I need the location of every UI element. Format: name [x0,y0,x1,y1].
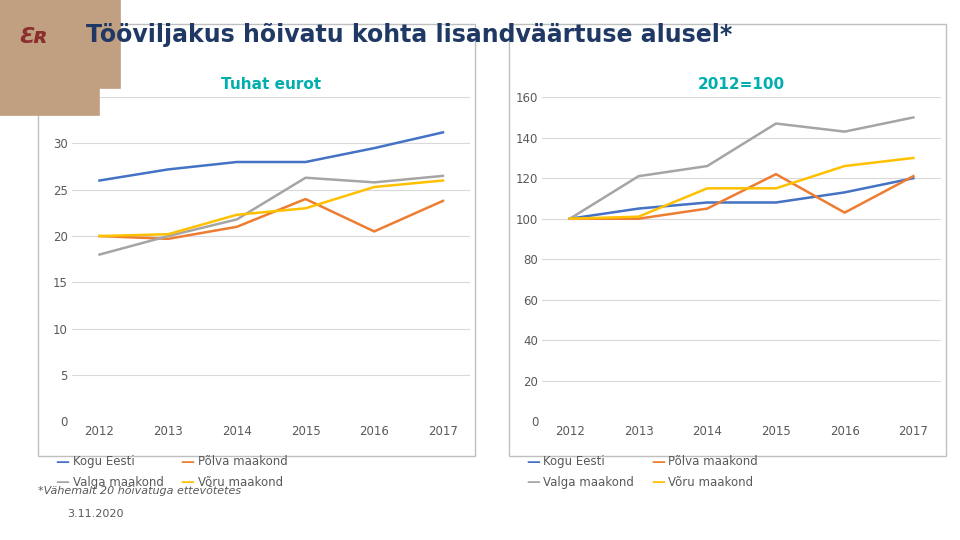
Text: —: — [526,455,540,469]
Title: Tuhat eurot: Tuhat eurot [221,77,322,92]
Text: Võru maakond: Võru maakond [668,476,754,489]
Text: —: — [526,475,540,489]
Text: —: — [180,475,194,489]
Text: Tööviljakus hõivatu kohta lisandväärtuse alusel*: Tööviljakus hõivatu kohta lisandväärtuse… [86,23,732,47]
Text: —: — [651,475,664,489]
Text: Valga maakond: Valga maakond [73,476,164,489]
Text: Kogu Eesti: Kogu Eesti [543,455,605,468]
Text: —: — [56,455,69,469]
Text: Võru maakond: Võru maakond [198,476,283,489]
Text: —: — [56,475,69,489]
Text: *Vähemalt 20 hõivatuga ettevõtetes: *Vähemalt 20 hõivatuga ettevõtetes [38,487,242,496]
Text: Valga maakond: Valga maakond [543,476,635,489]
Text: Põlva maakond: Põlva maakond [668,455,757,468]
Text: —: — [180,455,194,469]
Text: —: — [651,455,664,469]
Text: 3.11.2020: 3.11.2020 [67,509,124,519]
Title: 2012=100: 2012=100 [698,77,785,92]
Text: Ɛʀ: Ɛʀ [20,26,49,47]
Text: Põlva maakond: Põlva maakond [198,455,287,468]
Text: Kogu Eesti: Kogu Eesti [73,455,134,468]
